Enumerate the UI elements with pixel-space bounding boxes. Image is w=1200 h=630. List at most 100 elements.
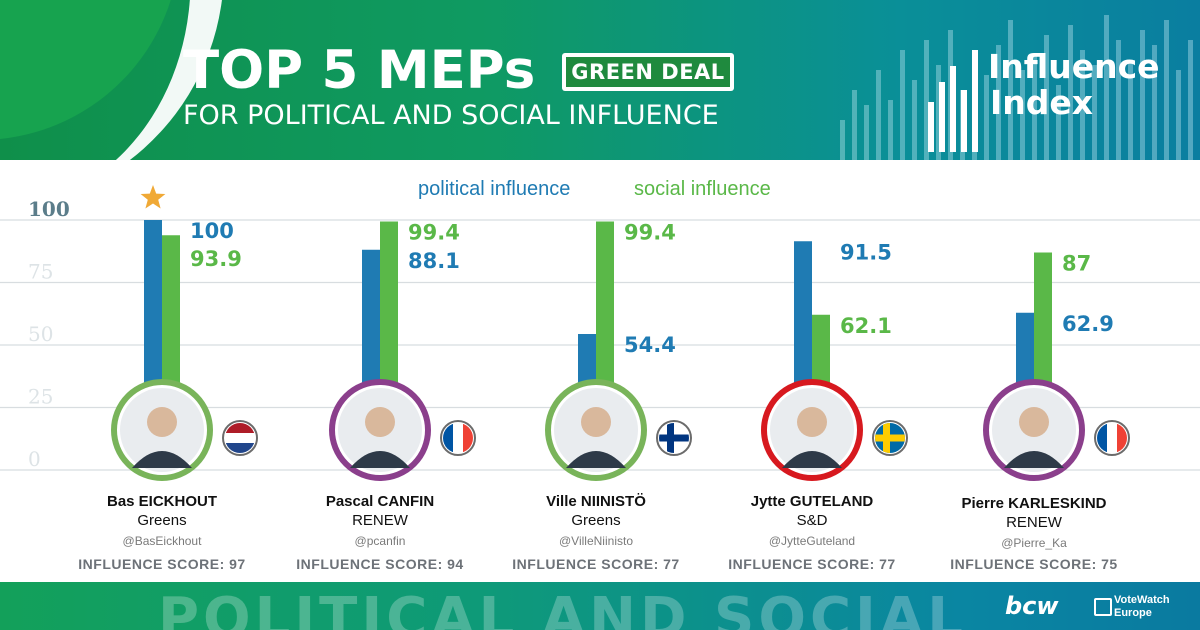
star-icon xyxy=(140,185,166,209)
flag-cross xyxy=(659,434,689,442)
mep-group: RENEW xyxy=(1006,514,1063,531)
flag-stripe xyxy=(1097,423,1107,453)
background-candle xyxy=(996,45,1001,160)
flag-cross xyxy=(875,434,905,442)
green-deal-badge-label: GREEN DEAL xyxy=(566,57,730,87)
background-candle xyxy=(1056,85,1061,160)
mep-handle: @Pierre_Ka xyxy=(1001,536,1067,550)
background-candle xyxy=(1164,20,1169,160)
flag-stripe xyxy=(1107,423,1117,453)
value-label-political: 100 xyxy=(190,219,234,243)
votewatch-logo: VoteWatch Europe xyxy=(1114,594,1194,620)
influence-index-logo: Influence Index xyxy=(928,42,1168,152)
avatar-head xyxy=(1019,407,1049,437)
influence-score: INFLUENCE SCORE: 97 xyxy=(78,556,245,572)
background-candle xyxy=(1152,45,1157,160)
logo-bar xyxy=(972,50,978,152)
value-label-social: 87 xyxy=(1062,252,1091,276)
background-candle xyxy=(900,50,905,160)
value-label-political: 91.5 xyxy=(840,240,892,264)
influence-score: INFLUENCE SCORE: 75 xyxy=(950,556,1117,572)
background-candle xyxy=(1104,15,1109,160)
value-label-social: 99.4 xyxy=(624,221,676,245)
avatar-head xyxy=(797,407,827,437)
background-candle xyxy=(1068,25,1073,160)
votewatch-logo-line1: VoteWatch xyxy=(1114,594,1170,606)
y-tick-label: 0 xyxy=(28,447,41,471)
background-candle xyxy=(1044,35,1049,160)
legend-social: social influence xyxy=(634,178,771,200)
y-tick-label: 75 xyxy=(28,260,53,284)
mep-name: Bas EICKHOUT xyxy=(107,493,217,510)
avatar-head xyxy=(147,407,177,437)
value-label-social: 62.1 xyxy=(840,314,892,338)
page-subtitle: FOR POLITICAL AND SOCIAL INFLUENCE xyxy=(183,100,719,131)
background-candle xyxy=(1176,70,1181,160)
page-title: TOP 5 MEPs xyxy=(183,40,536,101)
logo-bar xyxy=(939,82,945,152)
flag-stripe xyxy=(225,423,255,433)
footer-banner-text: POLITICAL AND SOCIAL xyxy=(158,586,967,630)
y-tick-label: 25 xyxy=(28,385,53,409)
flag-france-icon xyxy=(1097,423,1127,453)
flag-stripe xyxy=(225,433,255,443)
value-label-political: 54.4 xyxy=(624,333,676,357)
avatar-head xyxy=(581,407,611,437)
background-candle xyxy=(924,40,929,160)
background-candle xyxy=(912,80,917,160)
header-banner: TOP 5 MEPs GREEN DEAL FOR POLITICAL AND … xyxy=(0,0,1200,160)
background-candle xyxy=(876,70,881,160)
mep-handle: @BasEickhout xyxy=(123,534,203,548)
background-candle xyxy=(1188,40,1193,160)
mep-name: Pierre KARLESKIND xyxy=(961,495,1106,512)
y-tick-label: 50 xyxy=(28,322,53,346)
background-candle xyxy=(1128,60,1133,160)
logo-text-line2: Index xyxy=(990,83,1094,122)
background-candle xyxy=(1008,20,1013,160)
mep-group: RENEW xyxy=(352,512,409,529)
background-candle xyxy=(1020,70,1025,160)
influence-score: INFLUENCE SCORE: 77 xyxy=(512,556,679,572)
mep-handle: @JytteGuteland xyxy=(769,534,855,548)
influence-score: INFLUENCE SCORE: 77 xyxy=(728,556,895,572)
logo-text-line1: Influence xyxy=(988,47,1160,86)
background-candle xyxy=(984,75,989,160)
background-candle xyxy=(864,105,869,160)
mep-group: Greens xyxy=(571,512,620,529)
mep-group: Greens xyxy=(137,512,186,529)
flag-stripe xyxy=(443,423,453,453)
background-candle xyxy=(1032,55,1037,160)
avatar-body xyxy=(1004,451,1064,468)
flag-france-icon xyxy=(443,423,473,453)
flag-stripe xyxy=(1117,423,1127,453)
legend-political: political influence xyxy=(418,178,571,200)
avatar-body xyxy=(132,451,192,468)
background-candle xyxy=(1140,30,1145,160)
votewatch-icon xyxy=(1094,598,1112,616)
background-candle xyxy=(936,65,941,160)
value-label-political: 88.1 xyxy=(408,249,460,273)
value-label-social: 99.4 xyxy=(408,221,460,245)
influence-score: INFLUENCE SCORE: 94 xyxy=(296,556,463,572)
mep-name: Jytte GUTELAND xyxy=(751,493,874,510)
background-candle xyxy=(1080,50,1085,160)
influence-chart: political influence social influence 0 25… xyxy=(0,160,1200,580)
flag-stripe xyxy=(225,443,255,453)
avatar-body xyxy=(782,451,842,468)
avatar-body xyxy=(350,451,410,468)
logo-bar xyxy=(950,66,956,152)
background-candle xyxy=(852,90,857,160)
value-label-social: 93.9 xyxy=(190,247,242,271)
flag-sweden-icon xyxy=(875,423,905,453)
avatar-body xyxy=(566,451,626,468)
background-candle xyxy=(840,120,845,160)
flag-stripe xyxy=(453,423,463,453)
y-tick-label: 100 xyxy=(28,197,70,221)
flag-finland-icon xyxy=(659,423,689,453)
value-label-political: 62.9 xyxy=(1062,312,1114,336)
logo-bar xyxy=(928,102,934,152)
flag-netherlands-icon xyxy=(225,423,255,453)
footer-banner: POLITICAL AND SOCIAL bcw VoteWatch Europ… xyxy=(0,582,1200,630)
mep-name: Ville NIINISTÖ xyxy=(546,493,646,510)
mep-group: S&D xyxy=(797,512,828,529)
